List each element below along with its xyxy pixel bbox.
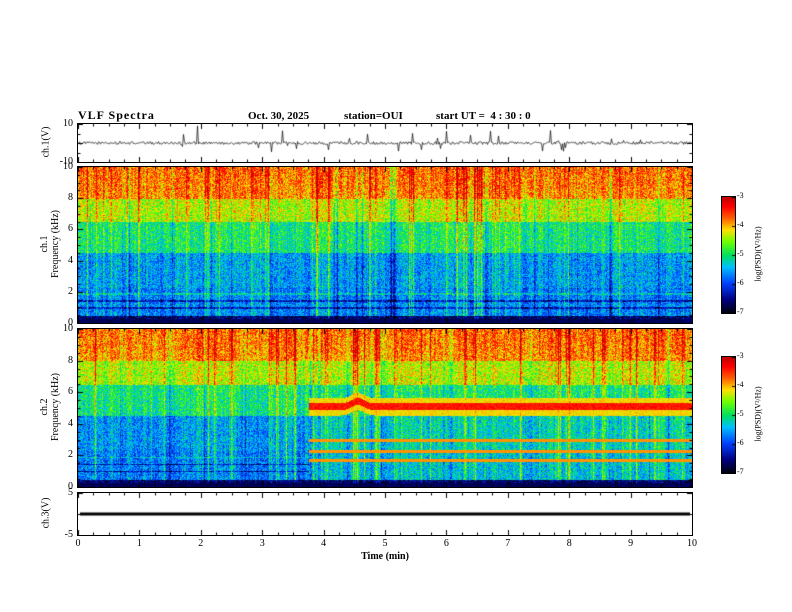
ch1-waveform-canvas (78, 124, 692, 162)
x-tick-label: 1 (136, 538, 142, 549)
ch3-waveform-panel (77, 492, 693, 536)
y-tick-label: 8 (68, 354, 73, 366)
ch2-spectrogram-canvas (78, 329, 692, 487)
x-tick-label: 2 (198, 538, 204, 549)
ch2-name-text: ch.2 (39, 398, 50, 416)
colorbar-ch1-canvas (722, 197, 735, 313)
x-tick-label: 8 (566, 538, 572, 549)
x-tick-label: 9 (628, 538, 634, 549)
colorbar-ch2 (721, 356, 736, 474)
ch1-waveform-panel (77, 123, 693, 163)
y-tick-label: 4 (68, 254, 73, 266)
page-title: VLF Spectra (78, 108, 155, 122)
y-tick-label: 10 (63, 161, 73, 172)
ch3-volt-axis-label: ch.3(V) (41, 498, 52, 529)
x-tick-label: 7 (505, 538, 511, 549)
ch1-volt-axis-text: ch.1(V) (40, 126, 52, 158)
y-tick-label: 10 (63, 118, 73, 129)
x-tick-label: 3 (259, 538, 265, 549)
colorbar-tick-label: -3 (737, 351, 744, 360)
ch1-freq-axis-text: Frequency (kHz) (50, 209, 61, 279)
colorbar-tick-label: -7 (737, 307, 744, 316)
colorbar-tick-label: -5 (737, 249, 744, 258)
x-tick-label: 10 (687, 538, 697, 549)
ch1-spectrogram-canvas (78, 167, 692, 323)
colorbar-tick-label: -4 (737, 380, 744, 389)
date-label: Oct. 30, 2025 (248, 110, 310, 122)
colorbar-ch1 (721, 196, 736, 314)
ch2-spectrogram-panel (77, 328, 693, 488)
colorbar-tick-label: -4 (737, 220, 744, 229)
colorbar-tick-label: -7 (737, 467, 744, 476)
ch1-volt-axis-label: ch.1(V) (41, 127, 52, 158)
colorbar-tick-label: -5 (737, 409, 744, 418)
x-tick-label: 5 (382, 538, 388, 549)
ch2-freq-axis-label: ch.2 Frequency (kHz) (39, 373, 61, 441)
colorbar-tick-label: -3 (737, 191, 744, 200)
y-tick-label: 6 (68, 386, 73, 398)
ch3-volt-axis-text: ch.3(V) (40, 497, 52, 529)
colorbar-ch2-canvas (722, 357, 735, 473)
y-tick-label: 0 (68, 317, 73, 328)
x-tick-label: 6 (443, 538, 449, 549)
y-tick-label: 6 (68, 223, 73, 235)
y-tick-label: 4 (68, 417, 73, 429)
y-tick-label: 10 (63, 323, 73, 334)
y-tick-label: -10 (59, 156, 73, 167)
y-tick-label: -5 (64, 529, 73, 540)
y-tick-label: 8 (68, 192, 73, 204)
y-tick-label: 2 (68, 285, 73, 297)
station-label: station=OUI (344, 110, 403, 122)
time-axis-label: Time (min) (361, 551, 409, 562)
ch3-waveform-canvas (78, 493, 692, 535)
colorbar-tick-label: -6 (737, 278, 744, 287)
y-tick-label: 5 (68, 487, 73, 498)
y-tick-label: 2 (68, 449, 73, 461)
ch1-freq-axis-label: ch.1 Frequency (kHz) (39, 210, 61, 278)
ch2-freq-axis-text: Frequency (kHz) (50, 372, 61, 442)
y-tick-label: 0 (68, 481, 73, 492)
x-tick-label: 0 (75, 538, 81, 549)
start-ut-label: start UT = 4 : 30 : 0 (436, 110, 531, 122)
ch1-spectrogram-panel (77, 166, 693, 324)
ch1-name-text: ch.1 (39, 235, 50, 253)
colorbar-tick-label: -6 (737, 438, 744, 447)
x-tick-label: 4 (321, 538, 327, 549)
